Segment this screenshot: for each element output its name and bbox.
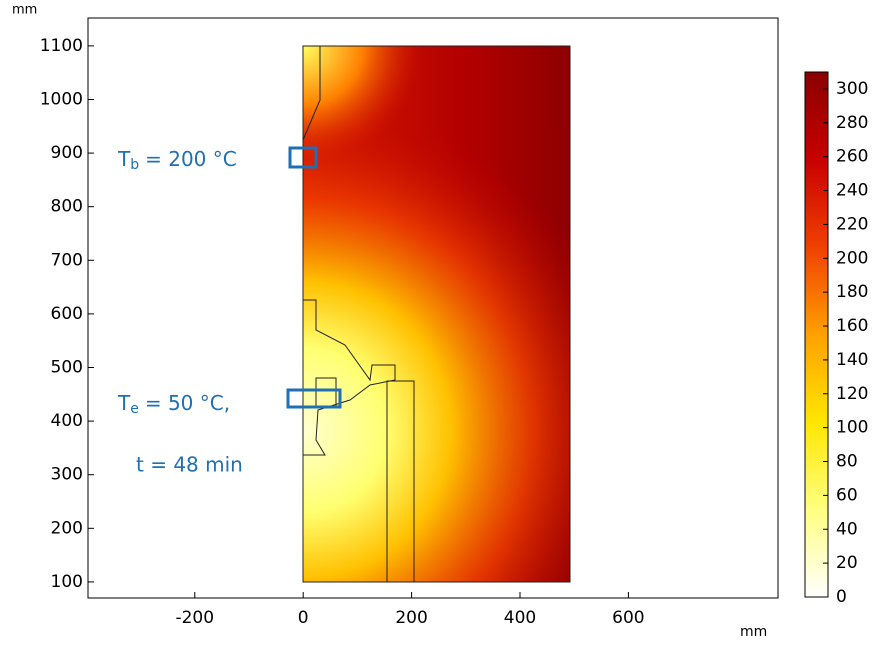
y-tick-label: 300 xyxy=(51,465,83,485)
y-tick-label: 800 xyxy=(51,197,83,217)
y-tick-label: 600 xyxy=(51,304,83,324)
x-tick-label: 0 xyxy=(298,608,309,628)
x-tick-label: 400 xyxy=(504,608,536,628)
colorbar-tick-label: 280 xyxy=(836,113,868,133)
highlight-box xyxy=(286,388,342,409)
y-tick-label: 200 xyxy=(51,518,83,538)
y-tick-label: 1100 xyxy=(40,36,83,56)
annotation-subscript: e xyxy=(130,401,139,417)
annotation: Tb = 200 °C xyxy=(117,147,237,174)
annotation-symbol: T xyxy=(117,147,131,171)
y-tick-label: 1000 xyxy=(40,89,83,109)
annotation: Te = 50 °C, xyxy=(117,391,230,418)
colorbar-tick-label: 0 xyxy=(836,587,847,607)
temperature-field xyxy=(303,46,570,582)
colorbar-tick-label: 160 xyxy=(836,316,868,336)
colorbar-tick-label: 180 xyxy=(836,282,868,302)
x-tick-label: -200 xyxy=(175,608,214,628)
y-tick-label: 700 xyxy=(51,250,83,270)
plot-frame xyxy=(87,17,779,599)
colorbar-tick-label: 240 xyxy=(836,181,868,201)
y-tick-label: 100 xyxy=(51,572,83,592)
colorbar-tick-label: 200 xyxy=(836,248,868,268)
y-tick-label: 900 xyxy=(51,143,83,163)
annotation-text: = 200 °C xyxy=(145,147,237,171)
annotation-symbol: T xyxy=(117,391,131,415)
colorbar-tick-label: 20 xyxy=(836,553,858,573)
geometry-outline xyxy=(302,45,571,583)
y-axis-unit: mm xyxy=(12,3,37,18)
colorbar xyxy=(804,71,829,598)
colorbar-tick-label: 40 xyxy=(836,519,858,539)
colorbar-tick-label: 260 xyxy=(836,147,868,167)
colorbar-tick-label: 60 xyxy=(836,485,858,505)
colorbar-tick-label: 140 xyxy=(836,350,868,370)
x-tick-label: 200 xyxy=(395,608,427,628)
colorbar-tick-label: 120 xyxy=(836,384,868,404)
y-tick-label: 400 xyxy=(51,411,83,431)
colorbar-tick-label: 80 xyxy=(836,452,858,472)
colorbar-tick-label: 300 xyxy=(836,79,868,99)
x-axis-unit: mm xyxy=(740,624,767,640)
colorbar-tick-label: 100 xyxy=(836,418,868,438)
y-tick-label: 500 xyxy=(51,358,83,378)
colorbar-tick-label: 220 xyxy=(836,214,868,234)
annotation-text: = 50 °C, xyxy=(145,391,230,415)
highlight-box xyxy=(288,146,318,169)
x-tick-label: 600 xyxy=(612,608,644,628)
annotation: t = 48 min xyxy=(136,453,243,477)
annotation-subscript: b xyxy=(130,157,139,173)
